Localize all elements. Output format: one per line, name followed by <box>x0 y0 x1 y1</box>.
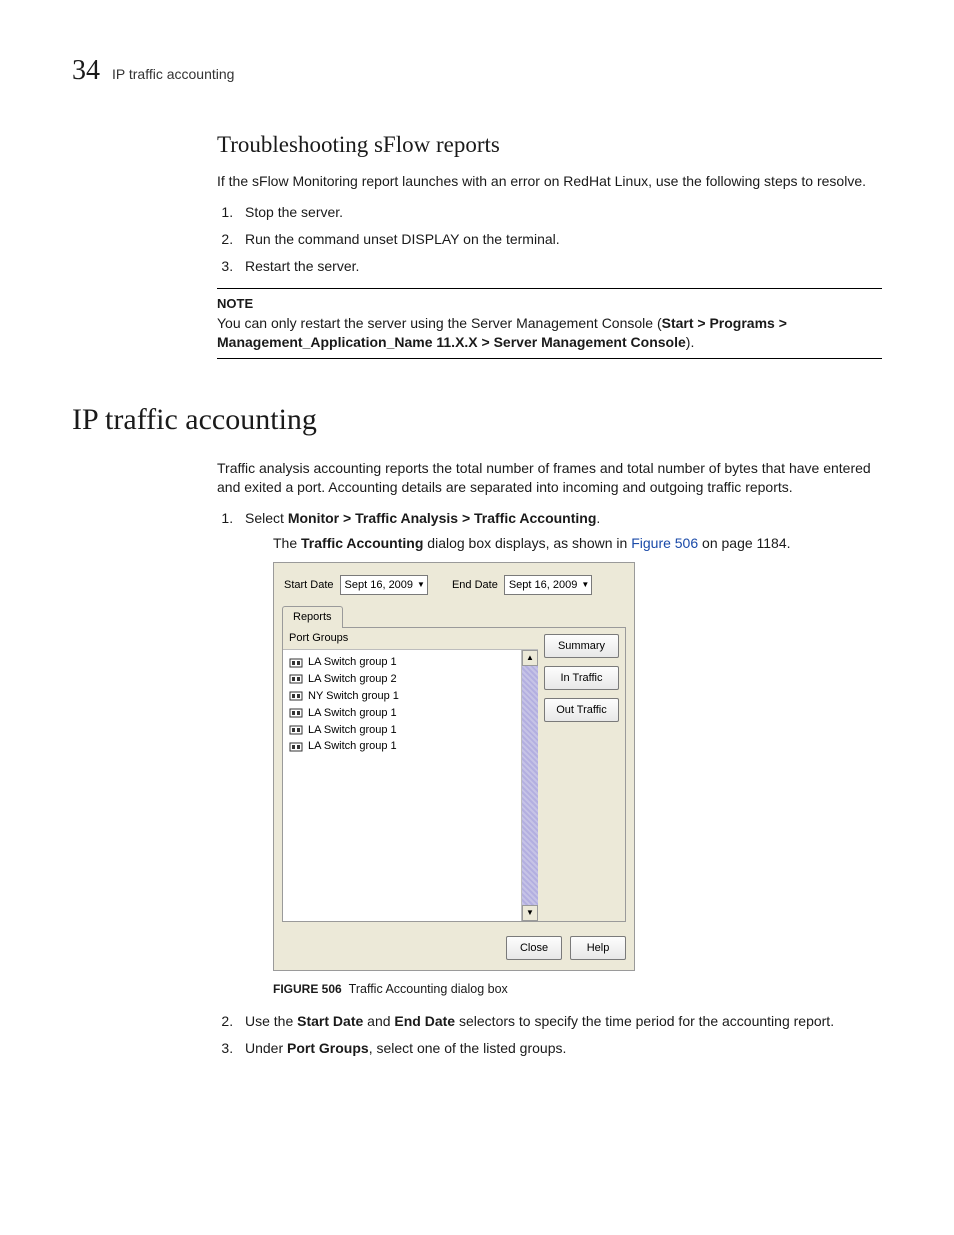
step3-bold: Port Groups <box>287 1040 369 1056</box>
list-item-label: LA Switch group 1 <box>308 723 397 738</box>
figure-caption-text: Traffic Accounting dialog box <box>349 982 508 996</box>
note-text-prefix: You can only restart the server using th… <box>217 315 662 331</box>
list-item[interactable]: NY Switch group 1 <box>283 688 521 705</box>
step1-result-bold: Traffic Accounting <box>301 535 423 551</box>
step-item: Use the Start Date and End Date selector… <box>237 1012 882 1031</box>
chevron-down-icon: ▼ <box>581 581 589 589</box>
action-buttons: Summary In Traffic Out Traffic <box>538 628 625 921</box>
figure-caption: FIGURE 506 Traffic Accounting dialog box <box>273 981 882 998</box>
step-item: Under Port Groups, select one of the lis… <box>237 1039 882 1058</box>
step3-suffix: , select one of the listed groups. <box>369 1040 567 1056</box>
step1-result-mid: dialog box displays, as shown in <box>423 535 631 551</box>
scrollbar[interactable]: ▲ ▼ <box>521 650 538 921</box>
scroll-up-icon[interactable]: ▲ <box>522 650 538 666</box>
list-item[interactable]: LA Switch group 1 <box>283 722 521 739</box>
start-date-field[interactable]: Sept 16, 2009 ▼ <box>340 575 428 595</box>
step1-result-suffix: on page 1184. <box>698 535 790 551</box>
section2-steps: Select Monitor > Traffic Analysis > Traf… <box>217 509 882 1058</box>
tabs: Reports <box>274 605 634 627</box>
end-date-label: End Date <box>452 578 498 593</box>
switch-icon <box>289 673 303 685</box>
section2-intro: Traffic analysis accounting reports the … <box>217 459 882 497</box>
chapter-number: 34 <box>72 55 100 87</box>
step1-menu-path: Monitor > Traffic Analysis > Traffic Acc… <box>288 510 597 526</box>
figure-label: FIGURE 506 <box>273 982 342 996</box>
port-groups-panel: Port Groups LA Switch group 1 <box>283 628 538 921</box>
help-button[interactable]: Help <box>570 936 626 960</box>
close-button[interactable]: Close <box>506 936 562 960</box>
traffic-accounting-dialog: Start Date Sept 16, 2009 ▼ End Date Sept… <box>273 562 635 971</box>
step2-prefix: Use the <box>245 1013 297 1029</box>
section-heading-ip-traffic: IP traffic accounting <box>72 403 882 437</box>
step2-bold1: Start Date <box>297 1013 363 1029</box>
section1-intro: If the sFlow Monitoring report launches … <box>217 172 882 191</box>
section1-steps: Stop the server. Run the command unset D… <box>217 203 882 276</box>
list-item[interactable]: LA Switch group 2 <box>283 671 521 688</box>
start-date-label: Start Date <box>284 578 334 593</box>
step-item: Run the command unset DISPLAY on the ter… <box>237 230 882 249</box>
end-date-value: Sept 16, 2009 <box>509 578 578 593</box>
step-item: Select Monitor > Traffic Analysis > Traf… <box>237 509 882 999</box>
step1-prefix: Select <box>245 510 288 526</box>
note-label: NOTE <box>217 295 882 313</box>
list-item[interactable]: LA Switch group 1 <box>283 738 521 755</box>
list-item-label: LA Switch group 1 <box>308 655 397 670</box>
list-item-label: LA Switch group 1 <box>308 739 397 754</box>
step1-suffix: . <box>596 510 600 526</box>
switch-icon <box>289 707 303 719</box>
step-item: Restart the server. <box>237 257 882 276</box>
figure-link[interactable]: Figure 506 <box>631 535 698 551</box>
list-item-label: LA Switch group 1 <box>308 706 397 721</box>
switch-icon <box>289 690 303 702</box>
running-head: 34 IP traffic accounting <box>72 55 882 87</box>
start-date-value: Sept 16, 2009 <box>345 578 414 593</box>
out-traffic-button[interactable]: Out Traffic <box>544 698 619 722</box>
list-item[interactable]: LA Switch group 1 <box>283 705 521 722</box>
note-text-suffix: ). <box>686 334 695 350</box>
switch-icon <box>289 657 303 669</box>
in-traffic-button[interactable]: In Traffic <box>544 666 619 690</box>
tab-reports[interactable]: Reports <box>282 606 343 628</box>
running-title: IP traffic accounting <box>112 66 234 82</box>
port-groups-header: Port Groups <box>283 628 538 650</box>
step2-mid1: and <box>363 1013 394 1029</box>
chevron-down-icon: ▼ <box>417 581 425 589</box>
switch-icon <box>289 741 303 753</box>
step2-bold2: End Date <box>394 1013 455 1029</box>
summary-button[interactable]: Summary <box>544 634 619 658</box>
end-date-field[interactable]: Sept 16, 2009 ▼ <box>504 575 592 595</box>
list-item-label: NY Switch group 1 <box>308 689 399 704</box>
step-item: Stop the server. <box>237 203 882 222</box>
list-item-label: LA Switch group 2 <box>308 672 397 687</box>
note-block: NOTE You can only restart the server usi… <box>217 288 882 359</box>
port-groups-list: LA Switch group 1 LA Switch group 2 NY S… <box>283 650 538 921</box>
step2-suffix: selectors to specify the time period for… <box>455 1013 834 1029</box>
section-heading-troubleshooting: Troubleshooting sFlow reports <box>217 132 882 158</box>
step1-result: The Traffic Accounting dialog box displa… <box>273 534 882 553</box>
switch-icon <box>289 724 303 736</box>
step3-prefix: Under <box>245 1040 287 1056</box>
dialog-footer: Close Help <box>274 930 634 970</box>
date-row: Start Date Sept 16, 2009 ▼ End Date Sept… <box>274 563 634 605</box>
list-item[interactable]: LA Switch group 1 <box>283 654 521 671</box>
step1-result-prefix: The <box>273 535 301 551</box>
tab-body: Port Groups LA Switch group 1 <box>282 627 626 922</box>
scroll-down-icon[interactable]: ▼ <box>522 905 538 921</box>
